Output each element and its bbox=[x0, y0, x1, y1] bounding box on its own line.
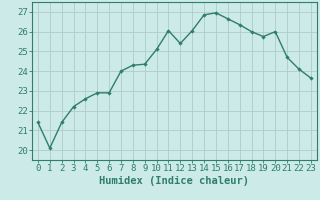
X-axis label: Humidex (Indice chaleur): Humidex (Indice chaleur) bbox=[100, 176, 249, 186]
